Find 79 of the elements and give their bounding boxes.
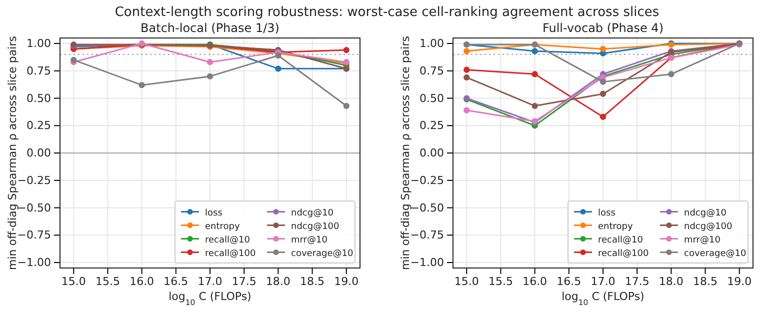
- y-tick-label: −1.00: [17, 256, 51, 270]
- y-axis-title: min off-diag Spearman ρ across slice pairs: [6, 36, 19, 270]
- x-tick-label: 18.0: [266, 274, 290, 288]
- y-tick-label: 0.75: [420, 64, 444, 78]
- x-axis-title: log$_{10}$ C (FLOPs): [562, 290, 644, 306]
- y-tick-label: 1.00: [26, 36, 51, 50]
- y-tick-label: 0.25: [26, 119, 51, 132]
- legend-label: recall@10: [205, 235, 250, 246]
- legend-label: mrr@10: [684, 235, 721, 246]
- y-tick-label: 0.00: [420, 146, 444, 160]
- point: [275, 66, 282, 72]
- y-tick-label: −0.50: [17, 201, 51, 214]
- point: [532, 102, 538, 109]
- chart-title: Batch-local (Phase 1/3): [140, 21, 280, 35]
- y-tick-label: −0.50: [410, 201, 444, 214]
- y-tick-label: −0.75: [17, 228, 51, 242]
- legend-label: loss: [205, 208, 223, 218]
- legend-label: entropy: [598, 222, 634, 232]
- x-tick-label: 15.5: [95, 274, 120, 288]
- x-tick-label: 17.5: [624, 274, 650, 288]
- legend-label: ndcg@10: [684, 208, 727, 218]
- text: Context-length scoring robustness: worst-case cell-ranking agreement across slices: [114, 5, 660, 20]
- y-tick-label: 1.00: [420, 36, 444, 50]
- point: [275, 52, 282, 59]
- x-tick-label: 16.5: [556, 274, 582, 288]
- x-tick-label: 18.5: [300, 274, 325, 288]
- point: [138, 82, 145, 88]
- legend-label: ndcg@10: [291, 208, 334, 218]
- legend-label: mrr@10: [291, 235, 328, 246]
- y-tick-label: −0.25: [410, 174, 444, 187]
- point: [600, 78, 606, 85]
- x-tick-label: 15.0: [61, 274, 86, 288]
- legend-label: recall@100: [205, 248, 256, 259]
- point: [343, 102, 350, 109]
- point: [464, 66, 470, 73]
- x-tick-label: 19.0: [334, 274, 359, 288]
- x-axis-title: log$_{10}$ C (FLOPs): [168, 290, 252, 306]
- x-tick-label: 15.5: [488, 274, 513, 288]
- point: [343, 46, 350, 54]
- y-tick-label: 0.00: [26, 146, 51, 160]
- x-tick-label: 18.0: [658, 274, 684, 288]
- y-tick-label: 0.75: [26, 64, 51, 78]
- point: [70, 56, 77, 63]
- legend-label: loss: [598, 208, 616, 218]
- x-tick-label: 17.0: [590, 274, 616, 288]
- legend-label: recall@100: [598, 248, 649, 259]
- x-tick-label: 16.0: [522, 274, 548, 288]
- y-tick-label: −1.00: [410, 256, 444, 270]
- chart-title: Full-vocab (Phase 4): [542, 21, 664, 35]
- point: [668, 71, 674, 78]
- y-tick-label: 0.25: [420, 119, 444, 132]
- y-tick-label: −0.25: [17, 174, 51, 187]
- legend-label: entropy: [205, 222, 240, 232]
- x-tick-label: 15.0: [454, 274, 479, 288]
- point: [206, 59, 214, 66]
- legend-label: ndcg@100: [291, 222, 340, 232]
- y-tick-label: 0.50: [26, 92, 51, 105]
- point: [600, 46, 606, 52]
- x-tick-label: 17.5: [232, 274, 256, 288]
- x-tick-label: 17.0: [198, 274, 222, 288]
- point: [532, 48, 538, 54]
- legend-label: coverage@10: [291, 248, 354, 259]
- x-tick-label: 19.0: [727, 274, 752, 288]
- x-tick-label: 18.5: [693, 274, 718, 288]
- point: [532, 71, 538, 78]
- x-tick-label: 16.5: [164, 274, 188, 288]
- point: [464, 107, 470, 114]
- y-tick-label: −0.75: [410, 228, 444, 242]
- y-axis-title: min off-diag Spearman ρ across slice pairs: [399, 36, 412, 270]
- x-tick-label: 16.0: [130, 274, 154, 288]
- point: [464, 74, 470, 81]
- legend-label: ndcg@100: [684, 222, 733, 232]
- y-tick-label: 0.50: [420, 92, 444, 105]
- legend-label: recall@10: [598, 235, 644, 246]
- point: [206, 73, 214, 80]
- point: [600, 90, 606, 97]
- point: [464, 48, 470, 54]
- legend-label: coverage@10: [684, 248, 747, 259]
- point: [600, 114, 606, 120]
